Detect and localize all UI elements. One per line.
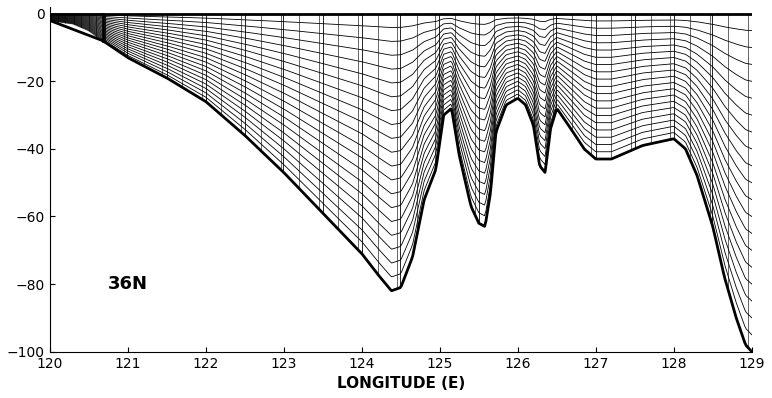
Polygon shape (50, 14, 103, 40)
Text: 36N: 36N (108, 275, 148, 293)
X-axis label: LONGITUDE (E): LONGITUDE (E) (337, 376, 465, 391)
